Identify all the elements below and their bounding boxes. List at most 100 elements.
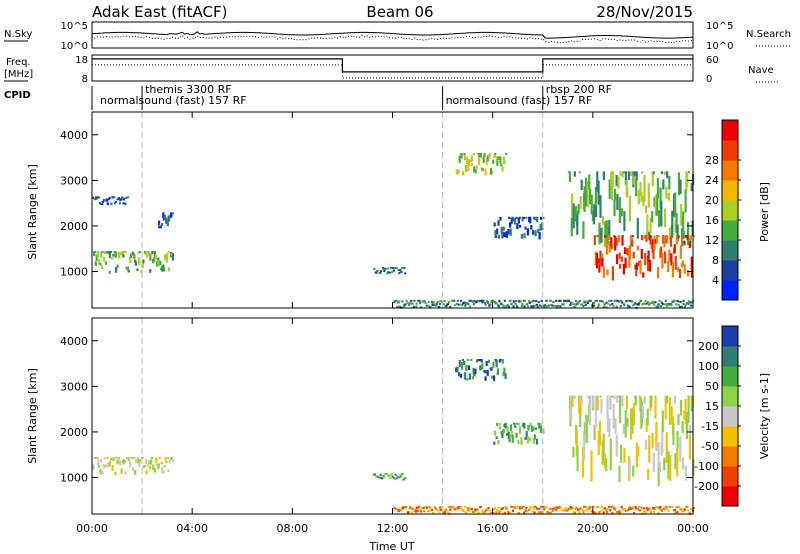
data-cell — [683, 508, 687, 511]
data-cell — [644, 439, 647, 450]
data-cell — [581, 303, 584, 306]
data-cell — [602, 433, 605, 464]
data-cell — [547, 304, 550, 307]
colorbar-segment — [722, 466, 738, 487]
data-cell — [648, 435, 651, 463]
data-cell — [661, 303, 665, 306]
data-cell — [495, 511, 498, 514]
data-cell — [649, 259, 652, 272]
data-cell — [601, 216, 604, 225]
data-cell — [481, 301, 484, 304]
data-cell — [136, 268, 139, 271]
y-tick-label: 4000 — [60, 129, 88, 142]
data-cell — [112, 457, 116, 460]
data-cell — [485, 160, 488, 165]
data-cell — [141, 261, 144, 269]
data-cell — [606, 269, 609, 276]
data-cell — [485, 300, 489, 303]
data-cell — [590, 450, 593, 482]
data-cell — [669, 302, 672, 305]
data-cell — [576, 214, 579, 235]
data-cell — [590, 194, 593, 215]
data-cell — [413, 299, 416, 302]
data-cell — [502, 429, 505, 434]
data-cell — [548, 508, 551, 511]
data-cell — [588, 174, 591, 190]
data-cell — [435, 302, 438, 305]
data-cell — [594, 512, 597, 515]
data-cell — [118, 253, 121, 259]
data-cell — [675, 299, 679, 302]
data-cell — [397, 509, 400, 513]
data-cell — [574, 205, 577, 222]
data-cell — [97, 196, 100, 199]
data-cell — [637, 189, 640, 205]
data-cell — [532, 508, 535, 511]
data-cell — [537, 301, 540, 304]
data-cell — [110, 457, 113, 461]
data-cell — [644, 512, 647, 514]
data-cell — [116, 264, 119, 268]
data-cell — [161, 223, 164, 226]
data-cell — [604, 508, 607, 511]
data-cell — [412, 305, 415, 308]
data-cell — [106, 199, 109, 202]
data-cell — [663, 208, 667, 227]
data-cell — [108, 270, 111, 274]
data-cell — [690, 256, 693, 271]
data-cell — [610, 243, 613, 249]
data-cell — [576, 508, 580, 511]
data-cell — [534, 216, 537, 221]
data-cell — [459, 299, 462, 302]
data-cell — [606, 415, 609, 433]
data-cell — [459, 373, 463, 378]
data-cell — [602, 511, 605, 514]
data-cell — [676, 224, 679, 242]
data-cell — [611, 395, 614, 398]
data-cell — [499, 509, 503, 512]
data-cell — [573, 306, 576, 308]
data-cell — [497, 440, 500, 445]
data-cell — [622, 423, 625, 434]
data-cell — [634, 505, 637, 508]
data-cell — [615, 434, 618, 457]
data-cell — [671, 261, 674, 278]
data-cell — [446, 303, 449, 306]
data-cell — [384, 473, 387, 475]
data-cell — [594, 405, 597, 428]
data-cell — [379, 270, 383, 273]
data-cell — [138, 461, 141, 467]
nsearch-series-line — [91, 34, 694, 44]
data-cell — [586, 300, 589, 303]
data-cell — [396, 508, 399, 511]
data-cell — [628, 195, 631, 222]
data-cell — [684, 398, 687, 425]
data-cell — [93, 251, 96, 257]
data-cell — [415, 302, 418, 305]
data-cell — [111, 464, 114, 471]
data-cell — [410, 511, 413, 514]
data-cell — [129, 457, 133, 460]
data-cell — [495, 235, 498, 239]
data-cell — [609, 395, 612, 410]
freq-tick-top: 18 — [75, 55, 88, 66]
data-cell — [373, 267, 376, 271]
data-cell — [479, 299, 482, 302]
data-cell — [475, 165, 478, 169]
data-cell — [615, 237, 618, 246]
data-cell — [444, 305, 447, 308]
data-cell — [132, 252, 135, 256]
data-cell — [404, 303, 407, 306]
data-cell — [538, 507, 541, 510]
data-cell — [496, 509, 499, 512]
data-cell — [617, 176, 620, 189]
data-cell — [686, 235, 689, 240]
data-cell — [125, 196, 128, 199]
data-cell — [99, 262, 102, 266]
data-cell — [647, 183, 650, 208]
data-cell — [635, 303, 639, 306]
data-cell — [641, 171, 644, 174]
data-cell — [447, 505, 450, 508]
data-cell — [101, 251, 104, 253]
data-cell — [628, 460, 631, 477]
